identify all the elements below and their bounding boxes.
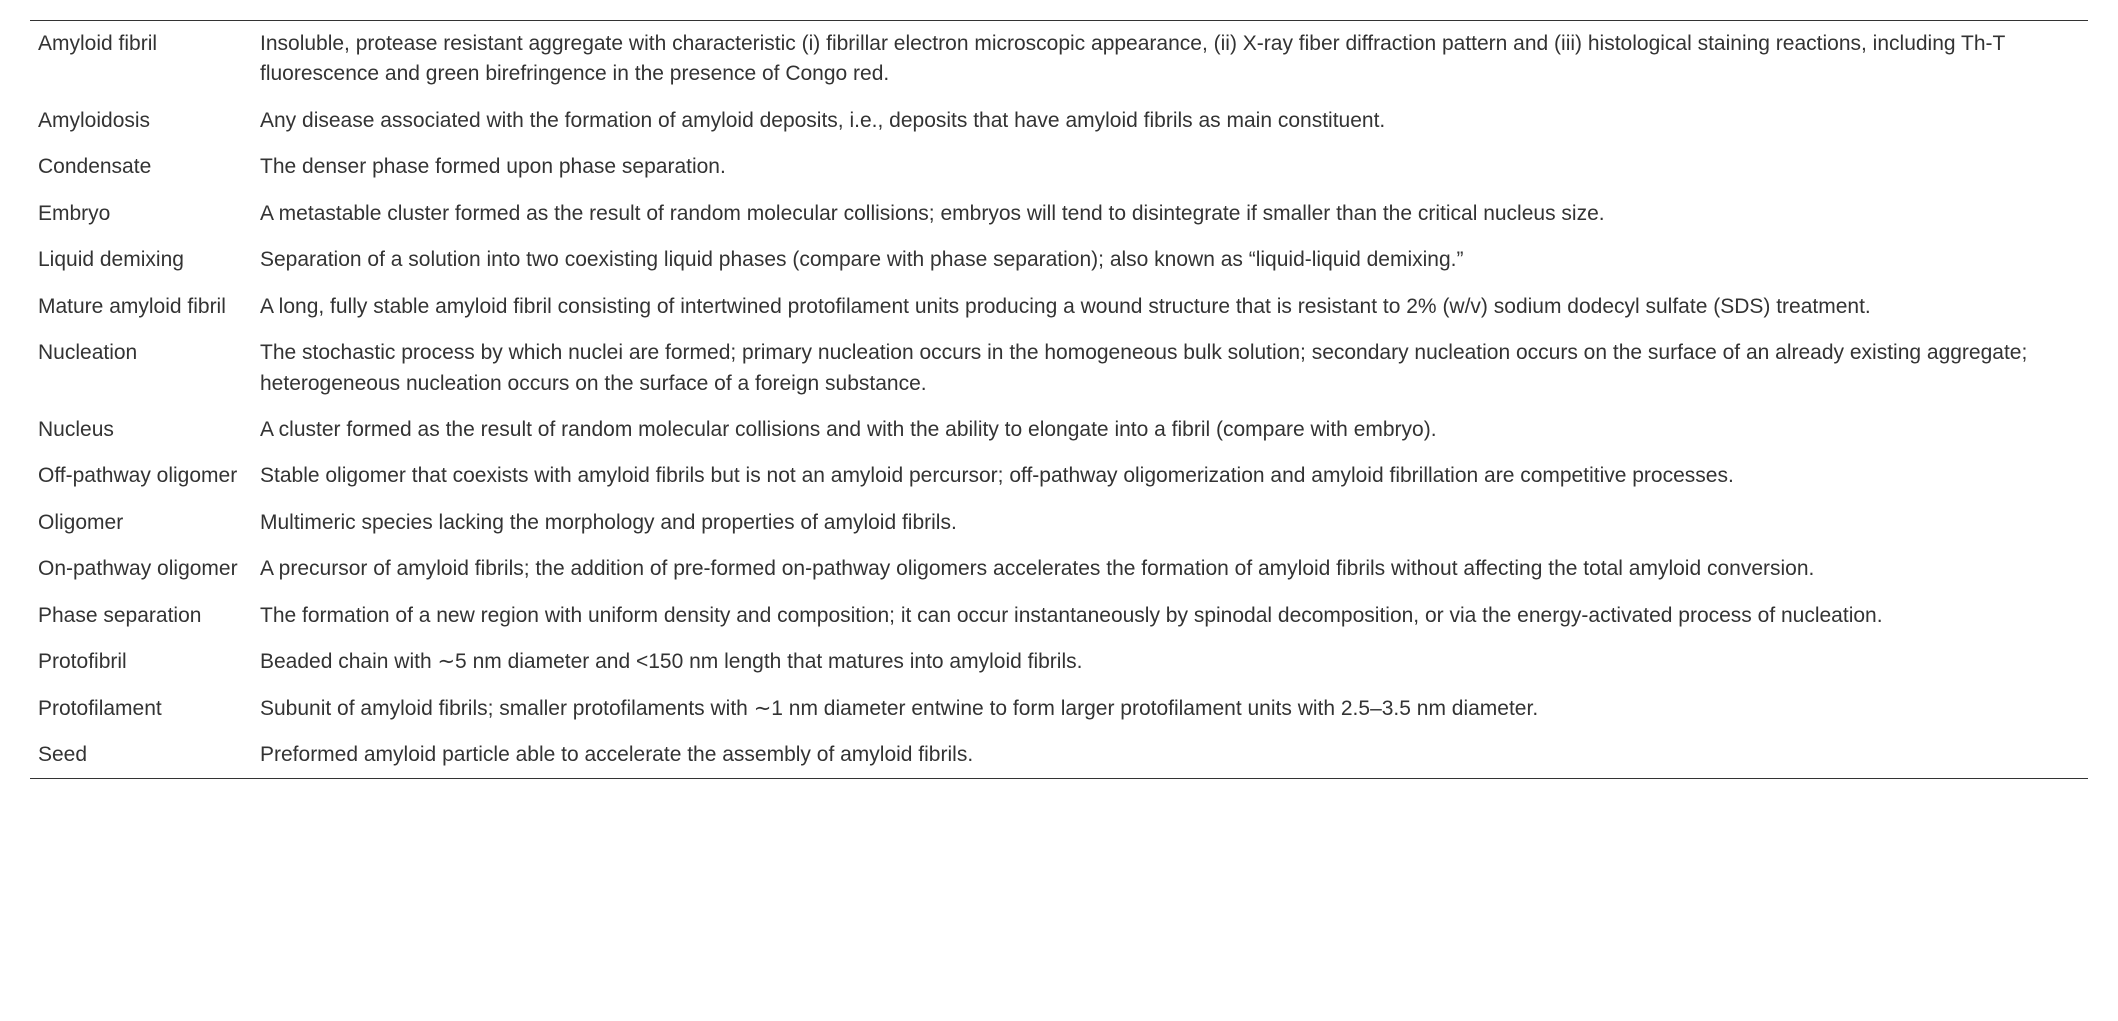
glossary-body: Amyloid fibrilInsoluble, protease resist…	[30, 21, 2088, 779]
table-row: On-pathway oligomerA precursor of amyloi…	[30, 546, 2088, 592]
term-cell: Amyloidosis	[30, 98, 260, 144]
definition-cell: Stable oligomer that coexists with amylo…	[260, 453, 2088, 499]
definition-cell: Separation of a solution into two coexis…	[260, 237, 2088, 283]
term-cell: Condensate	[30, 144, 260, 190]
table-row: SeedPreformed amyloid particle able to a…	[30, 732, 2088, 779]
term-cell: Amyloid fibril	[30, 21, 260, 98]
table-row: Phase separationThe formation of a new r…	[30, 593, 2088, 639]
definition-cell: Any disease associated with the formatio…	[260, 98, 2088, 144]
definition-cell: A cluster formed as the result of random…	[260, 407, 2088, 453]
term-cell: Protofibril	[30, 639, 260, 685]
definition-cell: A long, fully stable amyloid fibril cons…	[260, 284, 2088, 330]
table-row: NucleusA cluster formed as the result of…	[30, 407, 2088, 453]
table-row: NucleationThe stochastic process by whic…	[30, 330, 2088, 407]
term-cell: Embryo	[30, 191, 260, 237]
definition-cell: A precursor of amyloid fibrils; the addi…	[260, 546, 2088, 592]
term-cell: Off-pathway oligomer	[30, 453, 260, 499]
definition-cell: The stochastic process by which nuclei a…	[260, 330, 2088, 407]
table-row: Off-pathway oligomerStable oligomer that…	[30, 453, 2088, 499]
term-cell: Nucleus	[30, 407, 260, 453]
table-row: Liquid demixingSeparation of a solution …	[30, 237, 2088, 283]
term-cell: Mature amyloid fibril	[30, 284, 260, 330]
table-row: ProtofilamentSubunit of amyloid fibrils;…	[30, 686, 2088, 732]
term-cell: Oligomer	[30, 500, 260, 546]
term-cell: Seed	[30, 732, 260, 779]
term-cell: Liquid demixing	[30, 237, 260, 283]
definition-cell: The formation of a new region with unifo…	[260, 593, 2088, 639]
table-row: OligomerMultimeric species lacking the m…	[30, 500, 2088, 546]
table-row: Amyloid fibrilInsoluble, protease resist…	[30, 21, 2088, 98]
definition-cell: Subunit of amyloid fibrils; smaller prot…	[260, 686, 2088, 732]
definition-cell: Multimeric species lacking the morpholog…	[260, 500, 2088, 546]
table-row: CondensateThe denser phase formed upon p…	[30, 144, 2088, 190]
term-cell: On-pathway oligomer	[30, 546, 260, 592]
definition-cell: Beaded chain with ∼5 nm diameter and <15…	[260, 639, 2088, 685]
term-cell: Nucleation	[30, 330, 260, 407]
definition-cell: A metastable cluster formed as the resul…	[260, 191, 2088, 237]
term-cell: Phase separation	[30, 593, 260, 639]
glossary-table: Amyloid fibrilInsoluble, protease resist…	[30, 20, 2088, 779]
definition-cell: The denser phase formed upon phase separ…	[260, 144, 2088, 190]
table-row: AmyloidosisAny disease associated with t…	[30, 98, 2088, 144]
table-row: ProtofibrilBeaded chain with ∼5 nm diame…	[30, 639, 2088, 685]
table-row: Mature amyloid fibrilA long, fully stabl…	[30, 284, 2088, 330]
definition-cell: Preformed amyloid particle able to accel…	[260, 732, 2088, 779]
term-cell: Protofilament	[30, 686, 260, 732]
table-row: EmbryoA metastable cluster formed as the…	[30, 191, 2088, 237]
definition-cell: Insoluble, protease resistant aggregate …	[260, 21, 2088, 98]
